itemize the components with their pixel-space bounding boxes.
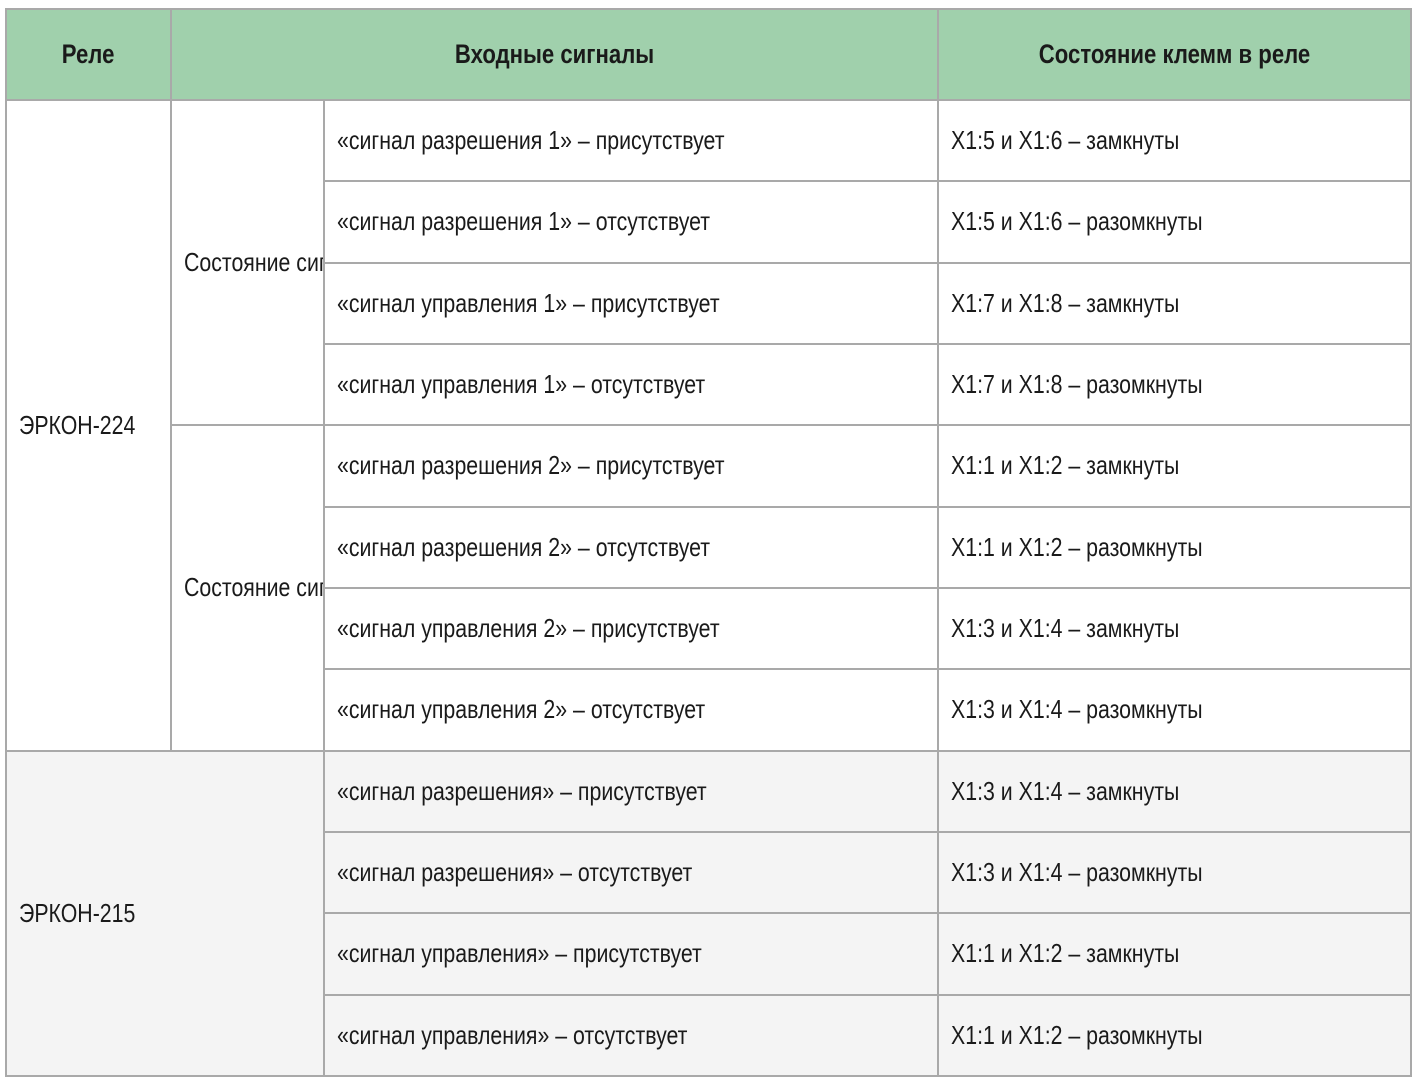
table-row: «сигнал разрешения 2» – отсутствует X1:1…	[6, 505, 1413, 589]
channel-cell: Состояние сигналов канала 2	[170, 424, 325, 752]
table-row: «сигнал разрешения» – отсутствует X1:3 и…	[6, 830, 1413, 915]
relay-cell: ЭРКОН-215	[5, 749, 325, 1078]
header-relay: Реле	[5, 8, 172, 101]
table-row: ЭРКОН-224 Состояние сигналов канала 1 «с…	[5, 98, 1413, 752]
terminal-cell: X1:1 и X1:2 – разомкнуты	[937, 993, 1413, 1078]
signal-cell: «сигнал управления 2» – присутствует	[322, 586, 940, 671]
signal-cell: «сигнал разрешения» – отсутствует	[322, 830, 940, 915]
channel-cell: Состояние сигналов канала 1	[170, 98, 325, 427]
terminal-cell: X1:1 и X1:2 – замкнуты	[937, 912, 1413, 996]
relay-cell: ЭРКОН-224	[5, 99, 172, 752]
table-row: «сигнал управления 1» – присутствует X1:…	[6, 261, 1413, 345]
signal-cell: «сигнал разрешения 1» – присутствует	[322, 98, 940, 183]
signal-cell: «сигнал разрешения 2» – присутствует	[322, 424, 940, 508]
terminal-cell: X1:3 и X1:4 – замкнуты	[937, 749, 1413, 833]
terminal-cell: X1:5 и X1:6 – разомкнуты	[937, 180, 1413, 264]
table-row: «сигнал управления» – отсутствует X1:1 и…	[6, 993, 1413, 1078]
signal-cell: «сигнал управления 1» – присутствует	[322, 261, 940, 345]
terminal-cell: X1:1 и X1:2 – замкнуты	[937, 424, 1413, 508]
signal-cell: «сигнал управления» – присутствует	[322, 912, 940, 996]
signal-cell: «сигнал разрешения» – присутствует	[322, 749, 940, 833]
header-inputs: Входные сигналы	[169, 8, 940, 101]
table-row: ЭРКОН-215 «сигнал разрешения» – присутст…	[5, 749, 1413, 1078]
terminal-cell: X1:3 и X1:4 – замкнуты	[937, 586, 1413, 671]
terminal-cell: X1:7 и X1:8 – замкнуты	[937, 261, 1413, 345]
table-row: «сигнал управления 2» – присутствует X1:…	[6, 586, 1413, 671]
terminal-cell: X1:3 и X1:4 – разомкнуты	[937, 830, 1413, 915]
terminal-cell: X1:7 и X1:8 – разомкнуты	[937, 342, 1413, 427]
relay-signal-table: Реле Входные сигналы Состояние клемм в р…	[5, 8, 1413, 1078]
signal-cell: «сигнал разрешения 1» – отсутствует	[322, 180, 940, 264]
terminal-cell: X1:5 и X1:6 – замкнуты	[937, 98, 1413, 183]
table-row: Состояние сигналов канала 2 «сигнал разр…	[6, 424, 1413, 752]
header-terminals: Состояние клемм в реле	[937, 8, 1413, 101]
header-row: Реле Входные сигналы Состояние клемм в р…	[5, 8, 1413, 101]
table-row: «сигнал разрешения 1» – отсутствует X1:5…	[6, 180, 1413, 264]
table-row: «сигнал управления» – присутствует X1:1 …	[6, 912, 1413, 996]
signal-cell: «сигнал разрешения 2» – отсутствует	[322, 505, 940, 589]
table-row: «сигнал управления 1» – отсутствует X1:7…	[6, 342, 1413, 427]
signal-cell: «сигнал управления 1» – отсутствует	[322, 342, 940, 427]
terminal-cell: X1:3 и X1:4 – разомкнуты	[937, 668, 1413, 752]
signal-cell: «сигнал управления 2» – отсутствует	[322, 668, 940, 752]
signal-cell: «сигнал управления» – отсутствует	[322, 993, 940, 1078]
terminal-cell: X1:1 и X1:2 – разомкнуты	[937, 505, 1413, 589]
table-row: «сигнал управления 2» – отсутствует X1:3…	[6, 668, 1413, 752]
